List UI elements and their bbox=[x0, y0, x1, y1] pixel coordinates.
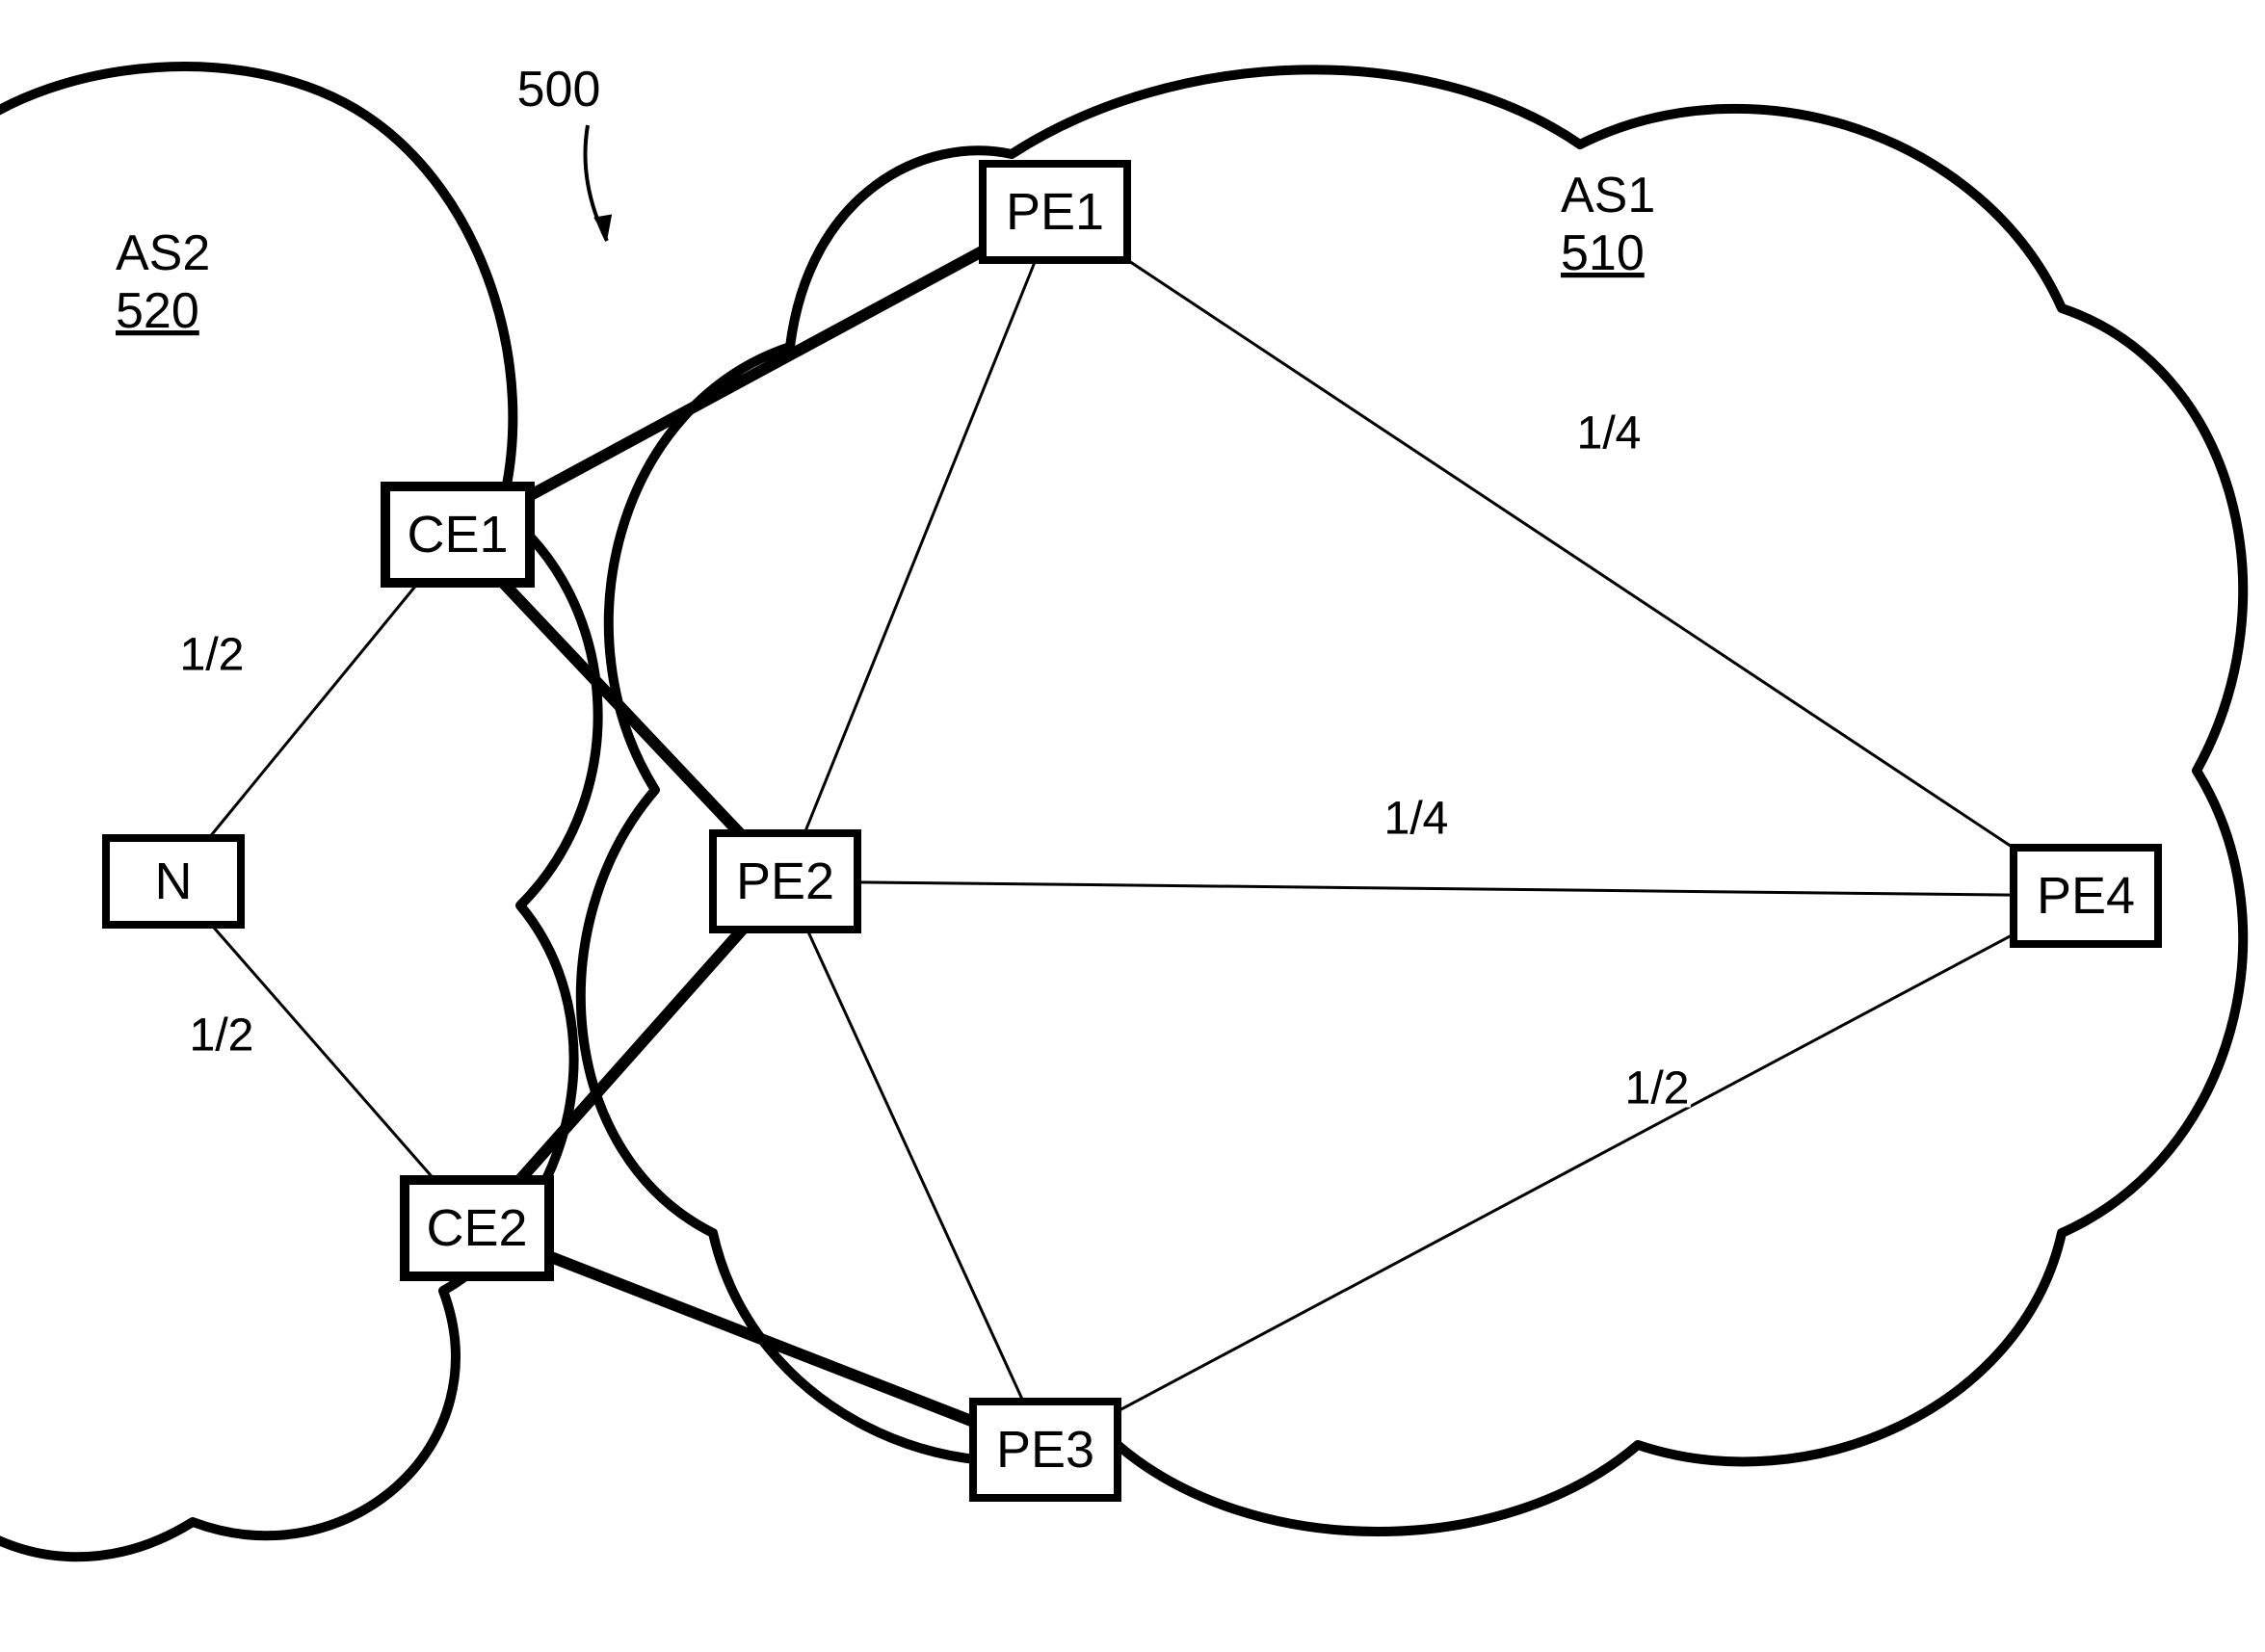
edge-ce1-pe1 bbox=[530, 251, 983, 496]
figure-reference-arrowhead bbox=[593, 214, 612, 241]
edge-label-pe1-pe4: 1/4 bbox=[1577, 408, 1642, 459]
node-pe2: PE2 bbox=[713, 833, 857, 930]
node-label-pe1: PE1 bbox=[1006, 183, 1104, 241]
figure-reference-label: 500 bbox=[517, 62, 601, 118]
edge-pe3-pe4 bbox=[1118, 934, 2014, 1411]
edge-ce1-pe2 bbox=[503, 583, 740, 833]
edge-pe1-pe4 bbox=[1127, 260, 2014, 848]
node-label-n: N bbox=[155, 852, 193, 910]
cloud-as2 bbox=[0, 66, 598, 1557]
edge-ce2-pe3 bbox=[549, 1256, 973, 1422]
node-ce1: CE1 bbox=[385, 486, 530, 583]
cloud-ref-as2: 520 bbox=[116, 283, 199, 339]
edge-label-n-ce1: 1/2 bbox=[180, 630, 245, 681]
node-label-ce2: CE2 bbox=[426, 1199, 527, 1257]
node-label-ce1: CE1 bbox=[407, 506, 508, 564]
node-label-pe3: PE3 bbox=[996, 1421, 1094, 1479]
node-n: N bbox=[106, 838, 241, 925]
cloud-label-as1: AS1 bbox=[1561, 168, 1655, 223]
edge-pe2-pe3 bbox=[807, 930, 1023, 1402]
network-diagram: AS2520AS15101/21/21/21/21/41/41/41/41/21… bbox=[0, 0, 2265, 1652]
edge-label-pe2-pe4: 1/4 bbox=[1384, 794, 1449, 845]
node-ce2: CE2 bbox=[405, 1180, 549, 1276]
node-label-pe4: PE4 bbox=[2037, 867, 2135, 925]
edge-pe1-pe2 bbox=[804, 260, 1036, 833]
edge-label-n-ce2: 1/2 bbox=[190, 1010, 254, 1062]
edge-pe2-pe4 bbox=[857, 882, 2014, 895]
node-pe3: PE3 bbox=[973, 1402, 1118, 1498]
edge-n-ce1 bbox=[209, 583, 418, 838]
cloud-ref-as1: 510 bbox=[1561, 225, 1645, 281]
node-pe1: PE1 bbox=[983, 164, 1127, 260]
edge-label-pe3-pe4: 1/2 bbox=[1625, 1063, 1690, 1114]
node-label-pe2: PE2 bbox=[736, 852, 834, 910]
node-pe4: PE4 bbox=[2014, 848, 2158, 944]
cloud-label-as2: AS2 bbox=[116, 225, 210, 281]
